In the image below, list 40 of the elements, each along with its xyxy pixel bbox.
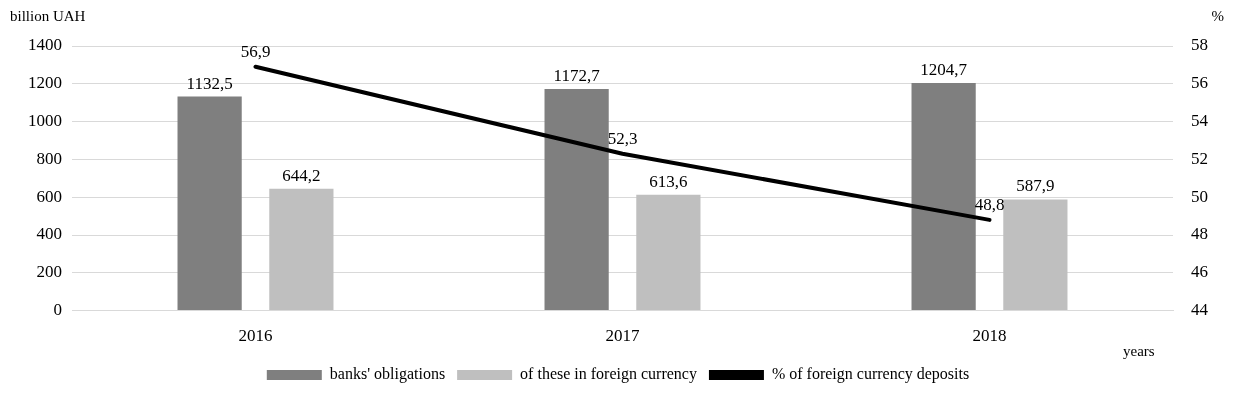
y2-tick-label: 44 bbox=[1191, 300, 1209, 320]
y-tick-label: 600 bbox=[36, 186, 62, 206]
y-tick-label: 200 bbox=[36, 262, 62, 282]
y2-axis-title: % bbox=[1211, 8, 1224, 25]
data-label: 1172,7 bbox=[553, 65, 601, 85]
data-label: 48,8 bbox=[974, 194, 1005, 214]
data-label: 1204,7 bbox=[920, 59, 968, 79]
data-label: 56,9 bbox=[240, 41, 271, 61]
x-tick-label: 2016 bbox=[238, 326, 273, 346]
data-label: 644,2 bbox=[282, 165, 321, 185]
data-label: 52,3 bbox=[607, 128, 638, 148]
y-tick-label: 1400 bbox=[28, 35, 62, 55]
data-label: 587,9 bbox=[1016, 176, 1055, 196]
y-tick-label: 800 bbox=[36, 148, 62, 168]
y2-tick-label: 54 bbox=[1191, 111, 1209, 131]
y2-tick-label: 56 bbox=[1191, 73, 1208, 93]
legend-label: of these in foreign currency bbox=[520, 365, 697, 384]
bar bbox=[544, 88, 609, 311]
bar bbox=[636, 194, 701, 311]
data-label: 613,6 bbox=[649, 171, 688, 191]
x-tick-label: 2017 bbox=[605, 326, 640, 346]
y2-tick-label: 52 bbox=[1191, 148, 1208, 168]
data-label: 1132,5 bbox=[186, 73, 233, 93]
bar bbox=[177, 96, 242, 311]
x-tick-label: 2018 bbox=[972, 326, 1007, 346]
y-tick-label: 1000 bbox=[28, 111, 62, 131]
x-axis-title: years bbox=[1123, 343, 1155, 360]
y2-tick-label: 48 bbox=[1191, 224, 1208, 244]
bar bbox=[911, 82, 976, 311]
y-tick-label: 400 bbox=[36, 224, 62, 244]
legend-label: % of foreign currency deposits bbox=[771, 365, 970, 384]
y2-tick-label: 50 bbox=[1191, 186, 1208, 206]
y-axis-title: billion UAH bbox=[10, 8, 86, 25]
bar bbox=[1003, 199, 1068, 311]
legend-label: banks' obligations bbox=[329, 365, 446, 384]
y-tick-label: 1200 bbox=[28, 73, 62, 93]
y-tick-label: 0 bbox=[53, 300, 62, 320]
bar bbox=[269, 188, 334, 311]
y2-tick-label: 58 bbox=[1191, 35, 1208, 55]
y2-tick-label: 46 bbox=[1191, 262, 1208, 282]
